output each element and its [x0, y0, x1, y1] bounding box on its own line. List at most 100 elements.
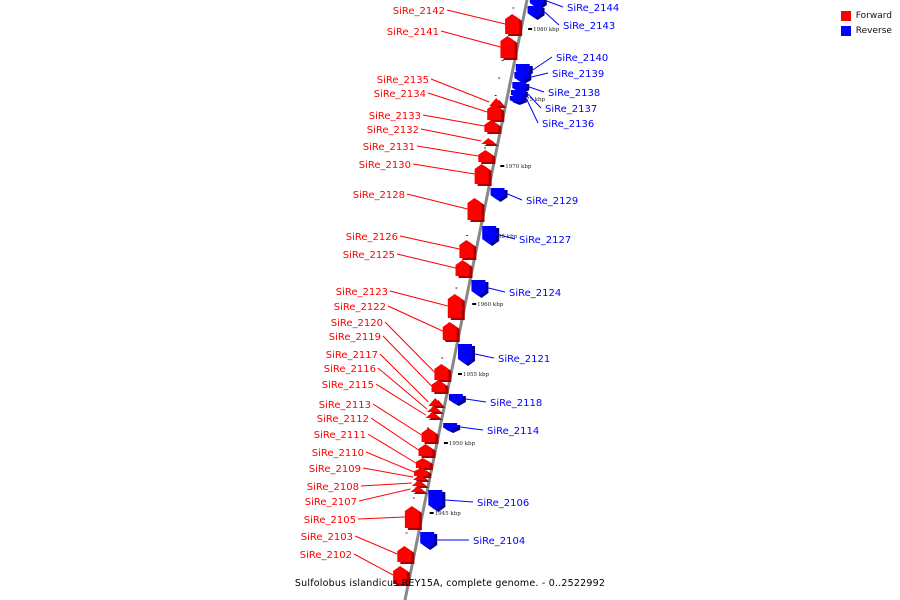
gene-label-sire-2107[interactable]: SiRe_2107: [305, 497, 357, 508]
gene-arrow-sire-2122[interactable]: [443, 322, 457, 340]
gene-label-sire-2122[interactable]: SiRe_2122: [334, 302, 386, 313]
gene-label-sire-2113[interactable]: SiRe_2113: [319, 400, 371, 411]
tick-label: 1970 kbp: [505, 164, 532, 170]
gene-arrow-sire-2123[interactable]: [448, 294, 462, 318]
gene-label-sire-2124[interactable]: SiRe_2124: [509, 288, 561, 299]
gene-arrow-sire-2125[interactable]: [456, 260, 470, 276]
tick-label: 1950 kbp: [449, 441, 476, 447]
gene-label-sire-2102[interactable]: SiRe_2102: [300, 550, 352, 561]
gene-label-sire-2112[interactable]: SiRe_2112: [317, 414, 369, 425]
gene-label-sire-2132[interactable]: SiRe_2132: [367, 125, 419, 136]
gene-leader-line: [533, 57, 552, 70]
gene-label-sire-2141[interactable]: SiRe_2141: [387, 27, 439, 38]
gene-leader-line: [354, 554, 393, 575]
gene-label-sire-2120[interactable]: SiRe_2120: [331, 318, 383, 329]
gene-arrow-sire-2120[interactable]: [434, 364, 448, 380]
gene-label-sire-2139[interactable]: SiRe_2139: [552, 69, 604, 80]
gene-label-sire-2125[interactable]: SiRe_2125: [343, 250, 395, 261]
gene-arrow-sire-2126[interactable]: [459, 240, 473, 258]
gene-arrow-sire-2132[interactable]: [481, 138, 495, 144]
gene-label-sire-2103[interactable]: SiRe_2103: [301, 532, 353, 543]
gene-label-sire-2137[interactable]: SiRe_2137: [545, 104, 597, 115]
gene-arrow-sire-2142[interactable]: [505, 14, 519, 34]
gene-arrow-sire-2105[interactable]: [405, 506, 419, 528]
gene-arrow-sire-2130[interactable]: [475, 164, 489, 184]
gene-leader-line: [359, 489, 411, 501]
gene-label-sire-2130[interactable]: SiRe_2130: [359, 160, 411, 171]
gene-label-sire-2116[interactable]: SiRe_2116: [324, 364, 376, 375]
gene-label-sire-2109[interactable]: SiRe_2109: [309, 464, 361, 475]
gene-leader-line: [380, 354, 428, 402]
gene-label-sire-2114[interactable]: SiRe_2114: [487, 426, 539, 437]
gene-label-sire-2105[interactable]: SiRe_2105: [304, 515, 356, 526]
forward-swatch: [841, 11, 851, 21]
gene-label-sire-2106[interactable]: SiRe_2106: [477, 498, 529, 509]
gene-labels: SiRe_2144 SiRe_2143 SiRe_2142 SiRe_2141 SiRe…: [300, 1, 619, 575]
gene-leader-line: [417, 146, 478, 156]
gene-leader-line: [466, 399, 486, 402]
tick-label: 1955 kbp: [463, 372, 490, 378]
gene-label-sire-2140[interactable]: SiRe_2140: [556, 53, 608, 64]
gene-label-sire-2143[interactable]: SiRe_2143: [563, 21, 615, 32]
gene-leader-line: [363, 468, 413, 477]
gene-label-sire-2142[interactable]: SiRe_2142: [393, 6, 445, 17]
gene-leader-line: [421, 129, 481, 141]
gene-label-sire-2127[interactable]: SiRe_2127: [519, 235, 571, 246]
gene-leader-line: [358, 517, 405, 519]
gene-label-sire-2118[interactable]: SiRe_2118: [490, 398, 542, 409]
gene-leader-line: [460, 427, 483, 430]
gene-arrow-sire-2141[interactable]: [500, 36, 514, 58]
gene-leader-line: [531, 73, 548, 77]
gene-arrow-sire-2112[interactable]: [419, 444, 433, 456]
gene-label-sire-2131[interactable]: SiRe_2131: [363, 142, 415, 153]
gene-label-sire-2121[interactable]: SiRe_2121: [498, 354, 550, 365]
gene-label-sire-2104[interactable]: SiRe_2104: [473, 536, 525, 547]
gene-label-sire-2108[interactable]: SiRe_2108: [307, 482, 359, 493]
gene-leader-line: [428, 93, 487, 112]
gene-arrow-sire-2135[interactable]: [489, 98, 503, 106]
legend-forward-label: Forward: [856, 11, 892, 21]
legend-reverse-label: Reverse: [856, 26, 892, 36]
gene-leader-line: [355, 536, 397, 554]
strand-legend: Forward Reverse: [841, 8, 892, 38]
gene-label-sire-2110[interactable]: SiRe_2110: [312, 448, 364, 459]
gene-label-sire-2111[interactable]: SiRe_2111: [314, 430, 366, 441]
gene-leader-line: [390, 291, 448, 306]
gene-label-sire-2117[interactable]: SiRe_2117: [326, 350, 378, 361]
gene-label-sire-2129[interactable]: SiRe_2129: [526, 196, 578, 207]
gene-label-sire-2136[interactable]: SiRe_2136: [542, 119, 594, 130]
gene-arrow-sire-2128[interactable]: [468, 198, 482, 220]
gene-leader-line: [371, 418, 419, 450]
gene-leader-line: [368, 434, 416, 463]
gene-label-sire-2126[interactable]: SiRe_2126: [346, 232, 398, 243]
gene-leader-line: [488, 288, 505, 292]
gene-label-sire-2115[interactable]: SiRe_2115: [322, 380, 374, 391]
gene-leader-line: [529, 87, 544, 92]
gene-label-sire-2128[interactable]: SiRe_2128: [353, 190, 405, 201]
gene-label-sire-2138[interactable]: SiRe_2138: [548, 88, 600, 99]
tick-label: 1945 kbp: [435, 511, 462, 517]
gene-leader-line: [388, 306, 443, 331]
gene-label-sire-2133[interactable]: SiRe_2133: [369, 111, 421, 122]
gene-label-sire-2144[interactable]: SiRe_2144: [567, 3, 619, 14]
gene-leader-line: [366, 452, 414, 472]
gene-label-sire-2134[interactable]: SiRe_2134: [374, 89, 426, 100]
gene-leader-line: [385, 322, 434, 372]
gene-arrow-sire-2111[interactable]: [416, 458, 430, 468]
gene-leader-line: [547, 1, 563, 7]
gene-label-sire-2135[interactable]: SiRe_2135: [377, 75, 429, 86]
gene-leader-line: [441, 31, 500, 47]
genome-caption: Sulfolobus islandicus REY15A, complete g…: [0, 578, 900, 589]
gene-leader-line: [445, 500, 473, 502]
gene-arrow-sire-2103[interactable]: [397, 546, 411, 562]
gene-arrow-sire-2131[interactable]: [478, 150, 492, 162]
genome-map: 1980 kbp1975 kbp1970 kbp1965 kbp1960 kbp…: [0, 0, 900, 600]
gene-leader-line: [508, 194, 522, 200]
reverse-swatch: [841, 26, 851, 36]
gene-label-sire-2119[interactable]: SiRe_2119: [329, 332, 381, 343]
gene-label-sire-2123[interactable]: SiRe_2123: [336, 287, 388, 298]
gene-leader-line: [397, 254, 456, 268]
gene-arrow-sire-2113[interactable]: [422, 428, 436, 442]
gene-leader-line: [423, 115, 484, 126]
gene-arrow-sire-2117[interactable]: [428, 398, 442, 406]
